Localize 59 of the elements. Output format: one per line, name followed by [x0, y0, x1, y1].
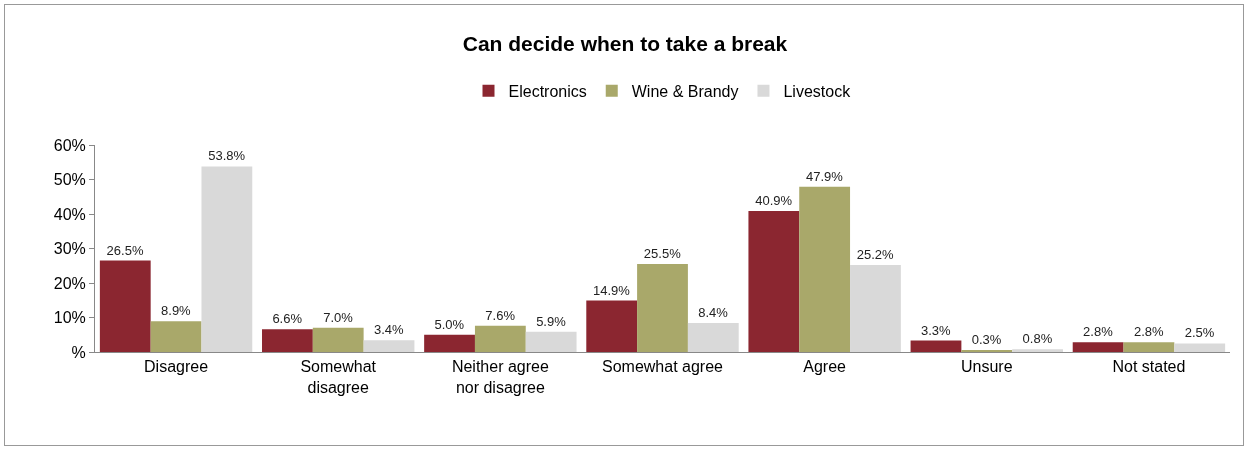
- y-tick-label: 40%: [53, 205, 86, 223]
- bar: [1012, 349, 1063, 352]
- bar: [474, 325, 526, 352]
- bar: [525, 331, 577, 352]
- bar: [1123, 342, 1175, 352]
- y-tick-label: 20%: [53, 274, 86, 292]
- data-label: 0.3%: [971, 332, 1002, 347]
- data-label: 3.4%: [373, 322, 405, 338]
- bar: [424, 334, 475, 352]
- data-label: 5.0%: [434, 316, 465, 332]
- y-tick-label: 10%: [53, 309, 86, 327]
- legend-label: Livestock: [783, 82, 852, 100]
- data-label: 7.0%: [323, 309, 354, 325]
- data-label: 3.3%: [920, 322, 952, 338]
- bar: [99, 260, 151, 352]
- bar: [637, 264, 688, 352]
- data-label: 0.8%: [1022, 331, 1053, 347]
- y-tick-label: %: [71, 343, 86, 361]
- data-label: 2.8%: [1133, 324, 1164, 340]
- bar: [799, 186, 851, 352]
- data-label: 2.8%: [1083, 324, 1114, 340]
- data-label: 25.2%: [856, 247, 895, 263]
- x-tick-label: Unsure: [961, 358, 1013, 376]
- data-label: 5.9%: [536, 313, 567, 329]
- data-label: 2.5%: [1184, 325, 1215, 341]
- data-label: 40.9%: [755, 192, 793, 208]
- data-label: 25.5%: [643, 246, 682, 262]
- y-tick-label: 30%: [53, 240, 86, 258]
- legend-label: Electronics: [508, 82, 587, 100]
- data-label: 8.4%: [698, 305, 729, 321]
- x-tick-label: Agree: [803, 358, 847, 376]
- bar: [201, 166, 253, 352]
- data-label: 6.6%: [272, 311, 303, 327]
- x-tick-label: Somewhat disagree: [300, 358, 377, 396]
- bar: [748, 210, 800, 352]
- bar: [363, 340, 415, 352]
- bar: [1072, 342, 1124, 352]
- bar: [150, 321, 202, 352]
- data-label: 8.9%: [161, 303, 192, 319]
- data-label: 47.9%: [805, 168, 844, 184]
- legend-label: Wine & Brandy: [631, 82, 739, 100]
- bar: [262, 329, 313, 352]
- bar: [910, 340, 962, 352]
- data-label: 14.9%: [593, 282, 631, 298]
- bar: [687, 323, 739, 352]
- bar: [312, 327, 364, 352]
- chart-title: Can decide when to take a break: [462, 31, 788, 55]
- x-tick-label: Neither agree nor disagree: [451, 358, 549, 396]
- y-tick-label: 50%: [53, 171, 86, 189]
- x-tick-label: Not stated: [1112, 358, 1186, 376]
- data-label: 26.5%: [106, 242, 144, 258]
- y-tick-label: 60%: [53, 136, 86, 154]
- bar: [1174, 343, 1226, 352]
- x-tick-label: Disagree: [144, 358, 209, 376]
- bar: [850, 265, 901, 352]
- data-label: 7.6%: [485, 307, 516, 323]
- bar: [586, 300, 638, 352]
- data-label: 53.8%: [208, 148, 246, 164]
- x-tick-label: Somewhat agree: [602, 358, 724, 376]
